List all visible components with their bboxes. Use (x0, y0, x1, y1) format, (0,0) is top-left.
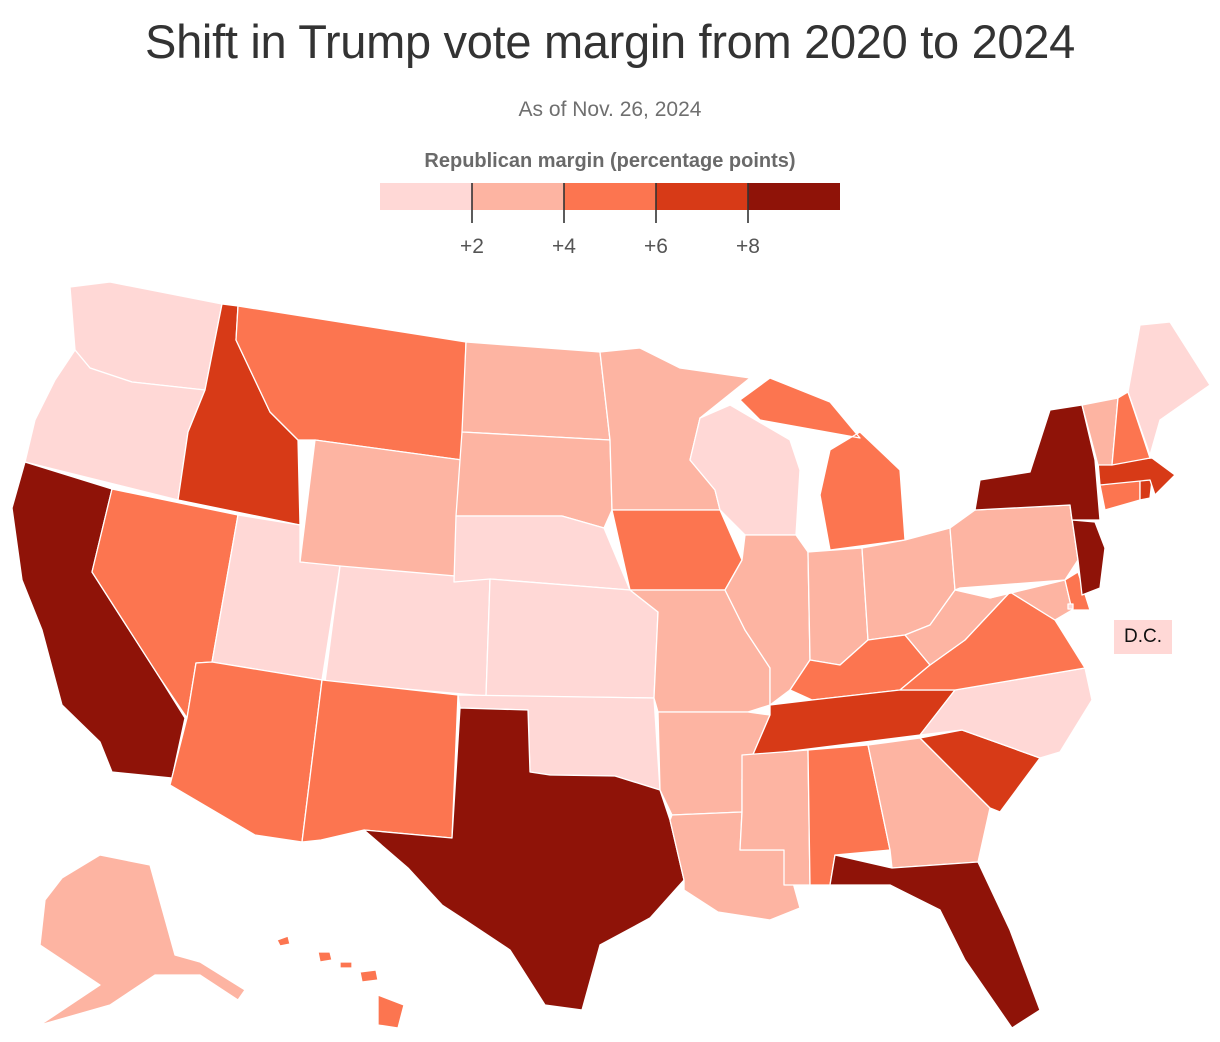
color-legend: +2 +4 +6 +8 (380, 183, 840, 258)
legend-tick-label: +2 (460, 235, 484, 258)
state-pa[interactable] (949, 504, 1079, 591)
state-ks[interactable] (485, 578, 659, 699)
legend-swatch (472, 183, 564, 210)
us-state-map (11, 281, 1211, 1029)
state-me[interactable] (1127, 321, 1211, 456)
state-az[interactable] (169, 661, 323, 843)
chart-subtitle: As of Nov. 26, 2024 (518, 98, 702, 121)
chart-title: Shift in Trump vote margin from 2020 to … (145, 15, 1075, 68)
state-ny[interactable] (974, 404, 1101, 521)
state-fl[interactable] (829, 854, 1041, 1029)
legend-swatch (564, 183, 656, 210)
legend-swatch (656, 183, 748, 210)
dc-label: D.C. (1114, 620, 1172, 654)
state-ak[interactable] (39, 854, 246, 1026)
state-nm[interactable] (301, 679, 459, 843)
state-ma[interactable] (1097, 457, 1176, 496)
legend-title: Republican margin (percentage points) (424, 150, 796, 172)
state-tx[interactable] (363, 707, 685, 1011)
state-co[interactable] (324, 565, 491, 697)
state-hi[interactable] (276, 935, 405, 1029)
state-nc[interactable] (919, 667, 1093, 759)
state-wy[interactable] (299, 439, 463, 583)
legend-swatch (748, 183, 840, 210)
state-dc[interactable] (1067, 603, 1074, 610)
state-de[interactable] (1064, 571, 1091, 611)
state-ri[interactable] (1139, 479, 1153, 501)
legend-swatch (380, 183, 472, 210)
state-nh[interactable] (1111, 391, 1151, 466)
legend-tick-label: +8 (736, 235, 760, 258)
state-sd[interactable] (455, 431, 613, 529)
legend-tick-label: +4 (552, 235, 576, 258)
state-md[interactable] (989, 579, 1073, 621)
state-ia[interactable] (611, 509, 743, 591)
legend-tick-label: +6 (644, 235, 668, 258)
state-nd[interactable] (461, 341, 611, 441)
